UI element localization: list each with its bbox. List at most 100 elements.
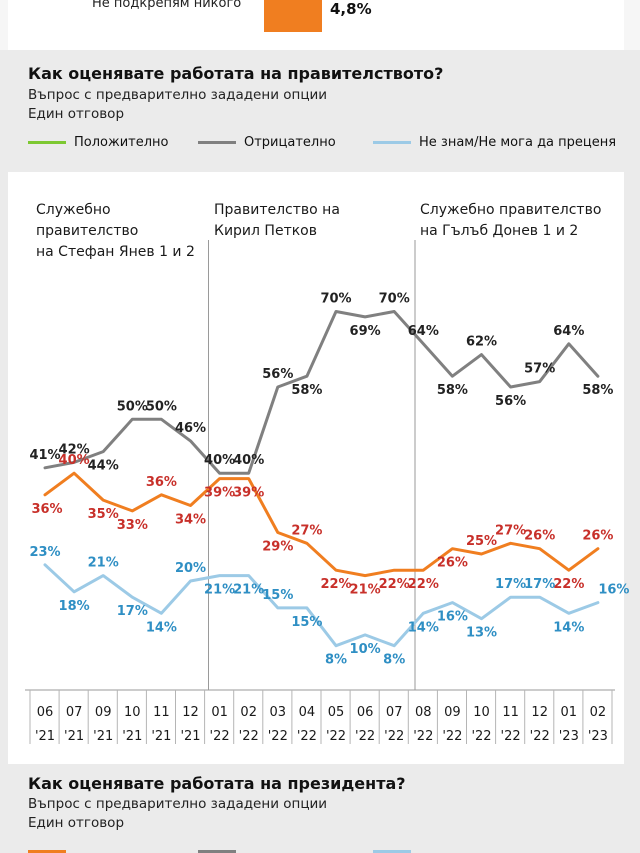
data-label-negative: 41% (29, 448, 60, 463)
x-tick-label-year: '22 (297, 729, 317, 744)
x-tick-label-month: 02 (240, 705, 257, 720)
data-label-positive: 33% (117, 518, 148, 533)
x-tick-label-year: '22 (268, 729, 288, 744)
x-tick-label-month: 07 (386, 705, 403, 720)
legend-positive-swatch (28, 141, 66, 144)
data-label-positive: 39% (204, 486, 235, 501)
government-rating-chart: Служебно правителство на Стефан Янев 1 и 2… (8, 172, 629, 764)
x-tick-label-month: 06 (37, 705, 54, 720)
x-tick-label-year: '22 (471, 729, 491, 744)
data-label-positive: 27% (495, 523, 526, 538)
x-tick-label-month: 06 (357, 705, 374, 720)
legend-positive-label: Положително (74, 135, 169, 150)
x-tick-label-year: '22 (239, 729, 259, 744)
data-label-negative: 58% (582, 383, 613, 398)
data-label-negative: 62% (466, 335, 497, 350)
data-label-positive: 26% (524, 529, 555, 544)
data-label-negative: 46% (175, 421, 206, 436)
x-tick-label-year: '22 (384, 729, 404, 744)
data-label-dontknow: 17% (117, 604, 148, 619)
legend-dontknow: Не знам/Не мога да преценя (373, 135, 616, 150)
x-tick-label-year: '22 (355, 729, 375, 744)
government-question-title: Как оценявате работата на правителството… (28, 64, 444, 83)
previous-chart-card: Не подкрепям никого 4,8% (8, 0, 624, 50)
data-label-positive: 35% (88, 507, 119, 522)
x-tick-label-year: '22 (530, 729, 550, 744)
no-support-bar (264, 0, 322, 32)
x-tick-label-year: '21 (35, 729, 55, 744)
data-label-negative: 64% (408, 324, 439, 339)
data-label-negative: 56% (262, 367, 293, 382)
no-support-value: 4,8% (330, 0, 372, 18)
data-label-positive: 29% (262, 539, 293, 554)
data-label-positive: 22% (553, 577, 584, 592)
president-question-subtitle: Въпрос с предварително зададени опции (28, 796, 328, 812)
data-label-negative: 70% (320, 292, 351, 307)
x-tick-label-year: '22 (413, 729, 433, 744)
data-label-dontknow: 23% (29, 545, 60, 560)
data-label-dontknow: 10% (350, 642, 381, 657)
data-label-positive: 39% (233, 486, 264, 501)
x-tick-label-month: 05 (328, 705, 345, 720)
x-tick-label-month: 03 (270, 705, 287, 720)
data-label-negative: 58% (437, 383, 468, 398)
government-legend: Положително Отрицателно Не знам/Не мога … (28, 135, 628, 155)
x-tick-label-month: 11 (153, 705, 170, 720)
data-label-negative: 44% (88, 459, 119, 474)
x-tick-label-month: 07 (66, 705, 83, 720)
data-label-dontknow: 17% (495, 577, 526, 592)
x-tick-label-year: '22 (442, 729, 462, 744)
data-label-dontknow: 8% (325, 653, 347, 668)
no-support-label: Не подкрепям никого (92, 0, 242, 11)
series-line-negative (43, 310, 600, 475)
data-label-dontknow: 17% (524, 577, 555, 592)
data-label-dontknow: 14% (553, 620, 584, 635)
data-label-dontknow: 15% (262, 588, 293, 603)
data-label-positive: 22% (320, 577, 351, 592)
legend-dontknow-label: Не знам/Не мога да преценя (419, 135, 617, 150)
legend-dontknow-swatch (373, 141, 411, 144)
data-label-negative: 64% (553, 324, 584, 339)
data-label-positive: 26% (437, 556, 468, 571)
period-label-1-line-1: Служебно (36, 202, 111, 218)
data-label-dontknow: 13% (466, 626, 497, 641)
legend-negative-swatch (198, 141, 236, 144)
x-tick-label-year: '23 (588, 729, 608, 744)
data-label-positive: 36% (146, 475, 177, 490)
data-label-dontknow: 21% (204, 583, 235, 598)
x-tick-label-month: 11 (502, 705, 519, 720)
data-label-positive: 26% (582, 529, 613, 544)
x-tick-label-year: '22 (501, 729, 521, 744)
period-label-1-line-3: на Стефан Янев 1 и 2 (36, 244, 195, 260)
data-label-negative: 69% (350, 324, 381, 339)
x-tick-label-month: 09 (95, 705, 112, 720)
x-tick-label-month: 01 (561, 705, 578, 720)
legend-negative-label: Отрицателно (244, 135, 336, 150)
data-label-negative: 56% (495, 394, 526, 409)
data-label-negative: 50% (146, 399, 177, 414)
data-label-negative: 50% (117, 399, 148, 414)
data-label-positive: 36% (31, 502, 62, 517)
data-label-negative: 42% (59, 442, 90, 457)
x-tick-label-year: '23 (559, 729, 579, 744)
data-label-dontknow: 20% (175, 561, 206, 576)
data-label-negative: 70% (379, 292, 410, 307)
data-label-negative: 40% (204, 453, 235, 468)
x-tick-label-year: '21 (93, 729, 113, 744)
x-tick-label-year: '21 (180, 729, 200, 744)
period-label-3-line-1: Служебно правителство (420, 202, 601, 218)
data-label-dontknow: 14% (146, 620, 177, 635)
x-tick-label-year: '21 (151, 729, 171, 744)
data-label-positive: 34% (175, 513, 206, 528)
government-answer-type: Един отговор (28, 106, 125, 122)
x-tick-label-year: '22 (326, 729, 346, 744)
data-label-dontknow: 15% (291, 615, 322, 630)
x-tick-label-month: 08 (415, 705, 432, 720)
x-tick-label-month: 10 (473, 705, 490, 720)
data-label-positive: 27% (291, 523, 322, 538)
x-tick-label-month: 09 (444, 705, 461, 720)
data-label-positive: 40% (59, 453, 90, 468)
x-tick-label-month: 10 (124, 705, 141, 720)
x-tick-label-year: '21 (122, 729, 142, 744)
period-label-2-line-1: Правителство на (214, 202, 340, 218)
